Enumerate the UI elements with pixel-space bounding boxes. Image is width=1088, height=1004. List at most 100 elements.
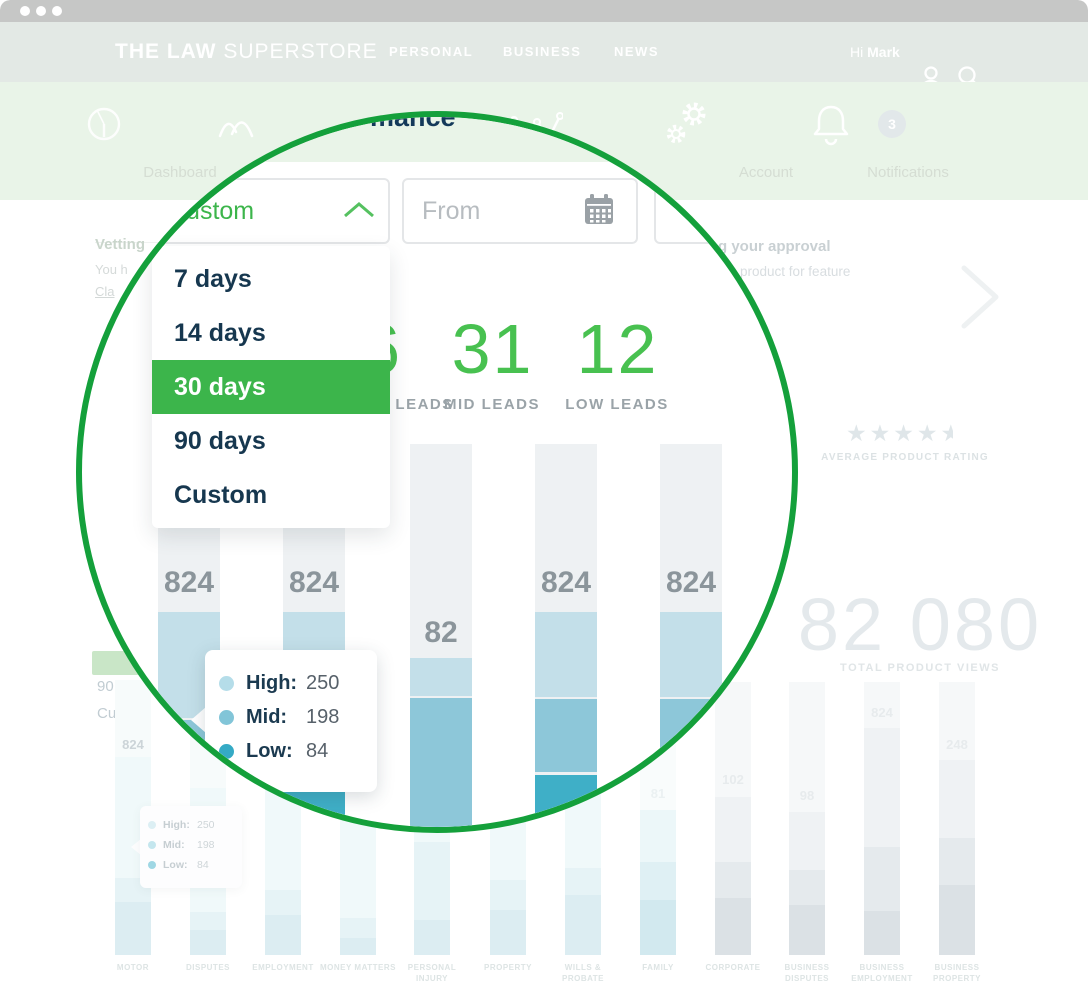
mid-dot-icon [148,841,156,849]
bar-segment [190,930,226,955]
total-views-label: TOTAL PRODUCT VIEWS [840,662,1000,674]
category-label: PERSONAL INJURY [407,963,457,983]
category-label: BUSINESS DISPUTES [784,963,830,983]
high-dot-icon [219,675,234,691]
range-select-value[interactable]: Custom [168,197,255,225]
window-control-dot[interactable] [20,6,30,16]
subnav-item-notifications[interactable]: Notifications [867,164,949,181]
subnav-item-dashboard[interactable]: Dashboard [143,164,217,181]
bar-segment [640,900,676,955]
option-custom[interactable]: Custom [174,481,268,509]
tooltip-arrow [191,707,206,733]
low-dot-icon [148,861,156,869]
category-label: FAMILY [642,963,674,972]
low-leads-value: 12 [576,310,659,388]
approval-panel-text: ed a product for feature [710,264,851,279]
mag-bar-value: 824 [665,566,717,599]
option-30-days[interactable]: 30 days [152,360,390,414]
nav-personal[interactable]: PERSONAL [389,44,474,59]
mid-leads-value: 31 [451,310,534,388]
bar-track [939,682,975,760]
bar-segment-high[interactable] [535,612,597,697]
bar-value-business-disputes: 98 [799,788,815,803]
bar-segment [939,885,975,955]
mag-subnav-strip [82,117,792,162]
notification-badge: 3 [878,110,906,138]
bar-segment [939,760,975,838]
nav-news[interactable]: NEWS [614,44,659,59]
bar-segment-mid[interactable] [535,699,597,772]
browser-titlebar [0,0,1088,22]
calendar-icon[interactable] [584,194,614,226]
option-14-days[interactable]: 14 days [174,319,266,347]
bar-segment [340,938,376,955]
from-date-placeholder: From [422,197,481,225]
bar-segment-low[interactable] [535,775,597,825]
bar-segment [864,728,900,847]
bar-value-motor: 824 [122,737,144,752]
category-label: EMPLOYMENT [252,963,314,972]
bar-segment [414,920,450,955]
mid-leads-label: MID LEADS [444,396,540,413]
bar-segment-high[interactable] [660,612,722,697]
user-name: Mark [867,44,900,60]
vetting-panel-title: Vetting [95,236,146,253]
window-control-dot[interactable] [52,6,62,16]
mag-bar-value: 824 [540,566,592,599]
bar-segment [789,870,825,905]
total-views-value: 82 080 [797,583,1043,666]
notifications-bell-icon[interactable] [810,100,852,150]
bar-segment [490,880,526,910]
low-dot-icon [219,743,234,759]
bar-segment [789,905,825,955]
vetting-panel-link[interactable]: Cla [95,284,115,299]
bar-segment [939,838,975,885]
mag-bar-value: 82 [424,616,458,649]
bar-segment-high[interactable] [410,658,472,696]
bar-segment [490,910,526,955]
category-label: DISPUTES [185,963,230,972]
bar-segment [265,915,301,955]
rating-label: AVERAGE PRODUCT RATING [821,452,989,463]
window-control-dot[interactable] [36,6,46,16]
nav-business[interactable]: BUSINESS [503,44,582,59]
bar-segment [715,862,751,898]
mag-bar-value: 824 [163,566,215,599]
category-label: PROPERTY [483,963,532,972]
category-label: MOTOR [116,963,150,972]
to-date-field[interactable] [654,178,792,244]
half-star-cover [953,421,967,445]
option-7-days[interactable]: 7 days [174,265,252,293]
bar-value-business-property: 248 [946,737,968,752]
magnifier-circle: mance Custom From 6 HIGH LEADS 31 [76,111,798,833]
vetting-panel-text: You h [95,262,128,277]
bar-segment [715,898,751,955]
bar-segment [640,862,676,900]
tooltip: High: 250 Mid: 198 Low: 84 [205,650,377,792]
bar-segment [190,912,226,930]
bar-value-corporate: 102 [722,772,744,787]
option-90-days[interactable]: 90 days [174,427,266,455]
bar-segment [265,890,301,915]
mid-dot-icon [219,709,234,725]
carousel-next-icon[interactable] [958,262,1004,332]
bar-segment [414,842,450,920]
range-dropdown-menu: 7 days 14 days 30 days 90 days Custom [152,246,390,528]
high-dot-icon [148,821,156,829]
bar-segment-mid[interactable] [660,699,722,769]
bar-segment [789,812,825,870]
category-label: BUSINESS PROPERTY [932,963,981,983]
category-label: CORPORATE [705,963,761,972]
bar-segment-mid[interactable] [410,698,472,827]
user-greeting: Hi Mark [850,44,900,60]
subnav-item-account[interactable]: Account [738,164,794,181]
bar-track [864,682,900,728]
bar-segment [864,911,900,955]
magnified-content: mance Custom From 6 HIGH LEADS 31 [82,111,792,827]
chevron-up-icon[interactable] [342,200,376,220]
rating-stars: ★★★★★ [846,420,967,447]
mag-active-nav-fragment[interactable]: mance [370,111,456,132]
bar-segment [565,868,601,895]
logo[interactable]: THE LAW SUPERSTORE [115,22,378,82]
